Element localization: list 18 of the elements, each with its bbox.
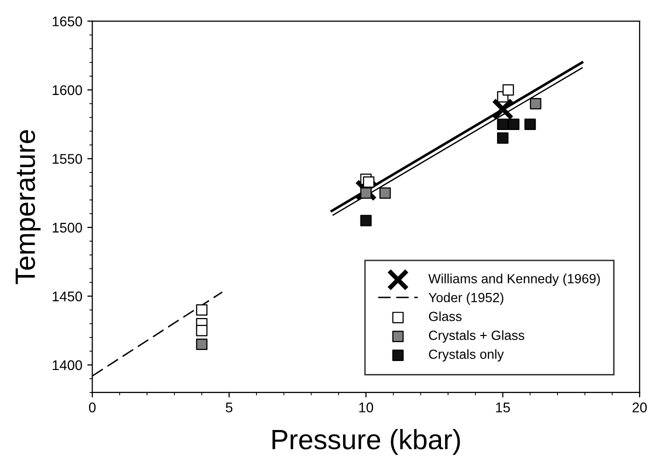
x-tick-label: 15 [496, 402, 510, 412]
x-tick-label: 20 [632, 402, 647, 412]
y-axis-title: Temperature [16, 130, 41, 284]
y-tick-label: 1400 [52, 360, 82, 370]
x-tick-label: 0 [88, 402, 96, 412]
legend-label: Glass [428, 311, 462, 322]
y-tick-label: 1600 [52, 85, 82, 96]
y-tick-label: 1650 [52, 16, 82, 26]
x-tick-label: 10 [359, 402, 374, 412]
legend-label: Crystals only [428, 349, 504, 362]
y-tick-label: 1550 [52, 154, 82, 164]
y-tick-label: 1450 [52, 292, 82, 302]
y-tick-label: 1500 [52, 222, 82, 233]
x-axis-title: Pressure (kbar) [272, 429, 460, 455]
legend-label: Crystals + Glass [428, 330, 524, 343]
x-tick-label: 5 [226, 402, 232, 412]
legend-label: Yoder (1952) [428, 292, 504, 305]
legend-label: Williams and Kennedy (1969) [428, 274, 600, 286]
